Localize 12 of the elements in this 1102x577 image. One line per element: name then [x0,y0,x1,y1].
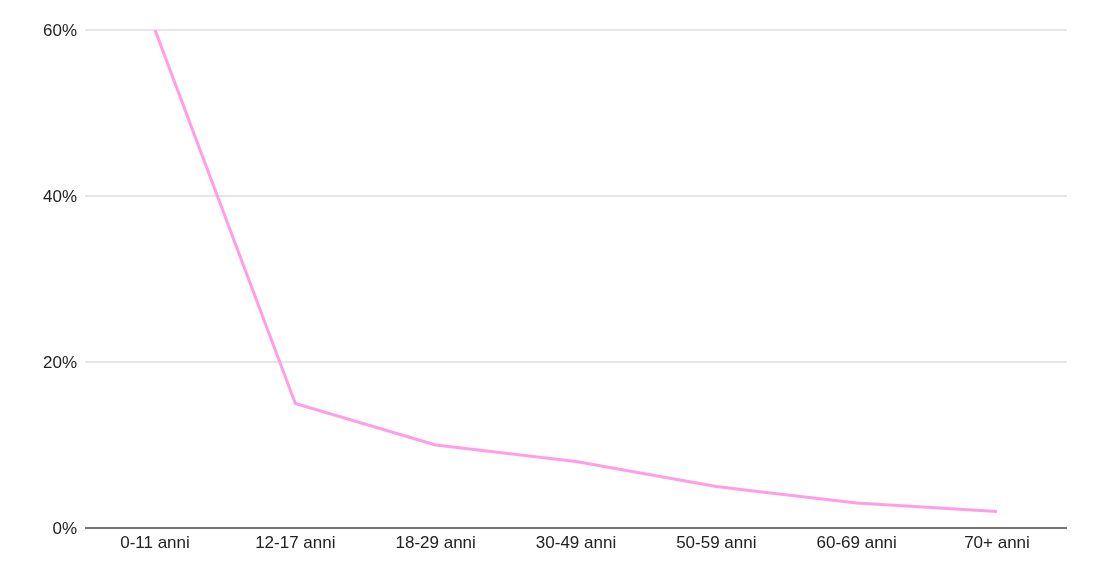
x-tick-label: 12-17 anni [255,533,336,553]
x-tick-label: 30-49 anni [535,533,617,553]
y-tick-label: 0% [52,519,77,539]
x-tick-label: 18-29 anni [395,533,476,553]
y-tick-label: 20% [42,353,77,373]
x-tick-label: 70+ anni [964,533,1030,553]
x-tick-label: 60-69 anni [816,533,897,553]
line-series [153,30,999,513]
y-tick-label: 60% [42,21,77,41]
x-tick-label: 50-59 anni [676,533,757,553]
x-tick-label: 0-11 anni [120,533,190,553]
y-tick-label: 40% [42,187,77,207]
